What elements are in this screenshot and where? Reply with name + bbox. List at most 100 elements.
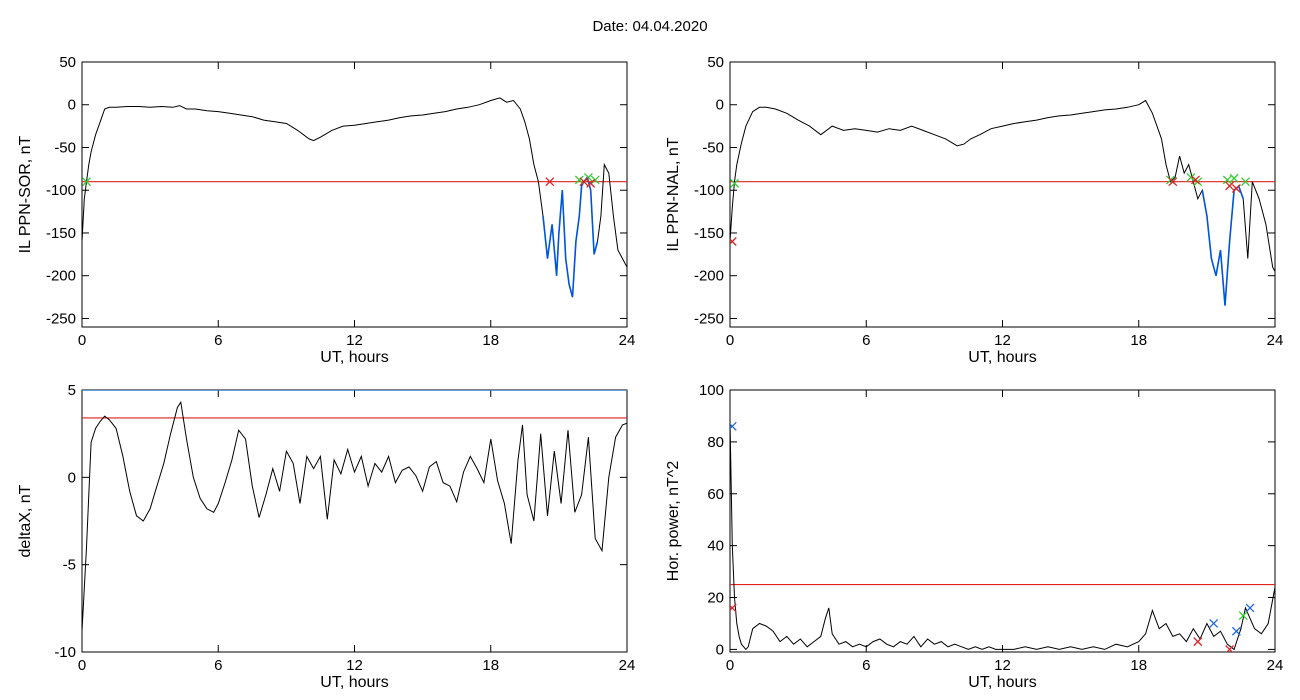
y-tick-label: 0 <box>716 641 724 658</box>
x-tick-label: 0 <box>726 657 734 674</box>
cross-marker-stroke <box>1226 644 1235 652</box>
y-tick-label: 60 <box>707 486 724 503</box>
y-tick-label: -50 <box>54 139 76 156</box>
plot-area <box>82 97 627 298</box>
cross-marker-stroke <box>1225 181 1235 191</box>
y-tick-label: -150 <box>694 225 724 242</box>
x-axis-label: UT, hours <box>320 349 388 366</box>
cross-marker <box>1222 175 1232 185</box>
data-series-line <box>82 97 627 298</box>
x-tick-label: 18 <box>1130 332 1147 349</box>
y-tick-label: -100 <box>694 182 724 199</box>
y-tick-label: -5 <box>63 557 76 574</box>
cross-marker-stroke <box>730 421 737 430</box>
y-tick-label: 20 <box>707 590 724 607</box>
data-series-line <box>730 421 1275 651</box>
cross-marker <box>586 178 596 188</box>
y-tick-label: -50 <box>702 139 724 156</box>
x-tick-label: 6 <box>862 657 870 674</box>
y-tick-label: -10 <box>54 644 76 661</box>
x-tick-label: 18 <box>482 332 499 349</box>
cross-marker <box>1191 175 1200 185</box>
cross-marker <box>1186 172 1196 182</box>
y-tick-label: 100 <box>699 382 724 399</box>
y-tick-label: -250 <box>46 310 76 327</box>
cross-marker-stroke <box>82 177 92 187</box>
y-tick-label: -200 <box>46 268 76 285</box>
y-tick-label: 0 <box>68 469 76 486</box>
cross-marker-stroke <box>730 178 740 188</box>
x-tick-label: 6 <box>214 332 222 349</box>
x-tick-label: 6 <box>214 657 222 674</box>
cross-marker-stroke <box>1209 619 1219 628</box>
x-tick-label: 0 <box>78 332 86 349</box>
plot-frame <box>81 61 628 328</box>
cross-marker <box>1231 626 1241 636</box>
plot-area <box>82 390 627 632</box>
cross-marker-stroke <box>730 237 737 245</box>
cross-marker <box>82 177 92 187</box>
plot-frame <box>729 61 1276 328</box>
highlight-series-line <box>542 175 599 298</box>
cross-marker <box>1193 637 1203 647</box>
cross-marker-stroke <box>1186 172 1196 182</box>
cross-marker-stroke <box>1191 175 1200 185</box>
cross-marker <box>730 421 737 431</box>
y-tick-label: -100 <box>46 182 76 199</box>
cross-marker <box>1225 181 1235 191</box>
x-tick-label: 18 <box>1130 657 1147 674</box>
cross-marker-stroke <box>1245 603 1255 613</box>
y-axis-label: deltaX, nT <box>17 484 34 557</box>
y-axis-label: IL PPN-NAL, nT <box>665 137 682 251</box>
cross-marker-stroke <box>586 178 596 188</box>
cross-marker <box>730 178 740 188</box>
page-title: Date: 04.04.2020 <box>592 18 708 35</box>
y-tick-label: 5 <box>68 382 76 399</box>
cross-marker <box>1231 184 1241 193</box>
data-series-line <box>730 99 1275 306</box>
y-tick-label: 80 <box>707 434 724 451</box>
highlight-series-line <box>1201 184 1244 306</box>
chart-panel-nal: 0 6 12 18 24 50 0 -50 -100 -150 -200 -250 UT, hours I… <box>665 54 1283 366</box>
cross-marker-stroke <box>1231 626 1241 636</box>
x-axis-label: UT, hours <box>968 349 1036 366</box>
y-axis-label: Hor. power, nT^2 <box>665 461 682 582</box>
x-tick-label: 12 <box>994 332 1011 349</box>
chart-panel-power: 0 6 12 18 24 100 80 60 40 20 0 UT, hours Hor. power,… <box>665 382 1283 691</box>
x-tick-label: 12 <box>346 657 363 674</box>
y-tick-label: -250 <box>694 310 724 327</box>
cross-marker <box>730 603 737 613</box>
cross-marker <box>1209 619 1219 628</box>
cross-marker <box>1229 173 1239 183</box>
y-tick-label: 0 <box>68 97 76 114</box>
x-tick-label: 12 <box>346 332 363 349</box>
cross-marker-stroke <box>730 603 737 612</box>
x-tick-label: 12 <box>994 657 1011 674</box>
y-axis-label: IL PPN-SOR, nT <box>17 135 34 253</box>
cross-marker <box>545 177 555 187</box>
plot-frame <box>729 389 1276 653</box>
cross-marker-stroke <box>1193 637 1203 647</box>
chart-panel-deltax: 0 6 12 18 24 5 0 -5 -10 UT, hours deltaX, nT <box>17 382 635 691</box>
cross-marker <box>1245 603 1255 613</box>
y-tick-label: -200 <box>694 268 724 285</box>
cross-marker-stroke <box>1229 173 1239 183</box>
y-tick-label: 40 <box>707 538 724 555</box>
x-axis-label: UT, hours <box>320 674 388 691</box>
cross-marker-stroke <box>1222 175 1232 185</box>
y-tick-label: 50 <box>707 54 724 71</box>
cross-marker <box>1241 177 1250 187</box>
cross-marker <box>579 177 589 187</box>
x-tick-label: 6 <box>862 332 870 349</box>
y-tick-label: 0 <box>716 97 724 114</box>
cross-marker-stroke <box>1241 177 1250 187</box>
cross-marker-stroke <box>545 177 555 187</box>
chart-panel-sor: 0 6 12 18 24 50 0 -50 -100 -150 -200 -250 UT, hours I… <box>17 54 635 366</box>
x-tick-label: 18 <box>482 657 499 674</box>
x-tick-label: 0 <box>726 332 734 349</box>
plot-frame <box>81 389 628 653</box>
cross-marker-stroke <box>574 175 584 185</box>
y-tick-label: -150 <box>46 225 76 242</box>
cross-marker <box>1168 177 1178 187</box>
